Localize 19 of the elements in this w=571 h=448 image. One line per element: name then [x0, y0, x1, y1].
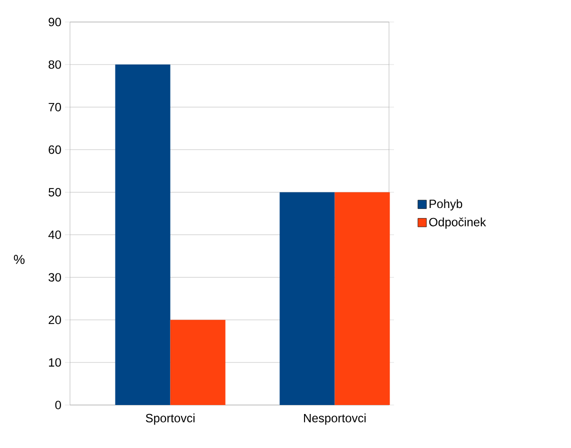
bar: [334, 192, 390, 405]
x-tick-label: Nesportovci: [304, 414, 366, 425]
x-tick-label: Sportovci: [146, 414, 194, 425]
y-tick-label: 10: [49, 358, 61, 367]
y-tick-label: 50: [48, 188, 61, 196]
y-tick-label: 90: [48, 18, 61, 26]
y-tick-label: 0: [55, 400, 62, 410]
y-axis-title: %: [14, 254, 25, 264]
legend-label: Odpočinek: [429, 217, 486, 229]
bar: [280, 192, 335, 405]
y-tick-label: 30: [48, 273, 61, 282]
y-tick-label: 20: [48, 316, 61, 324]
y-tick-label: 80: [48, 60, 61, 69]
y-tick-label: 60: [48, 145, 61, 154]
bar: [115, 64, 170, 405]
y-tick-label: 70: [48, 102, 61, 112]
y-tick-label: 40: [48, 230, 61, 240]
legend-label: Pohyb: [430, 199, 462, 210]
bar: [170, 320, 226, 405]
